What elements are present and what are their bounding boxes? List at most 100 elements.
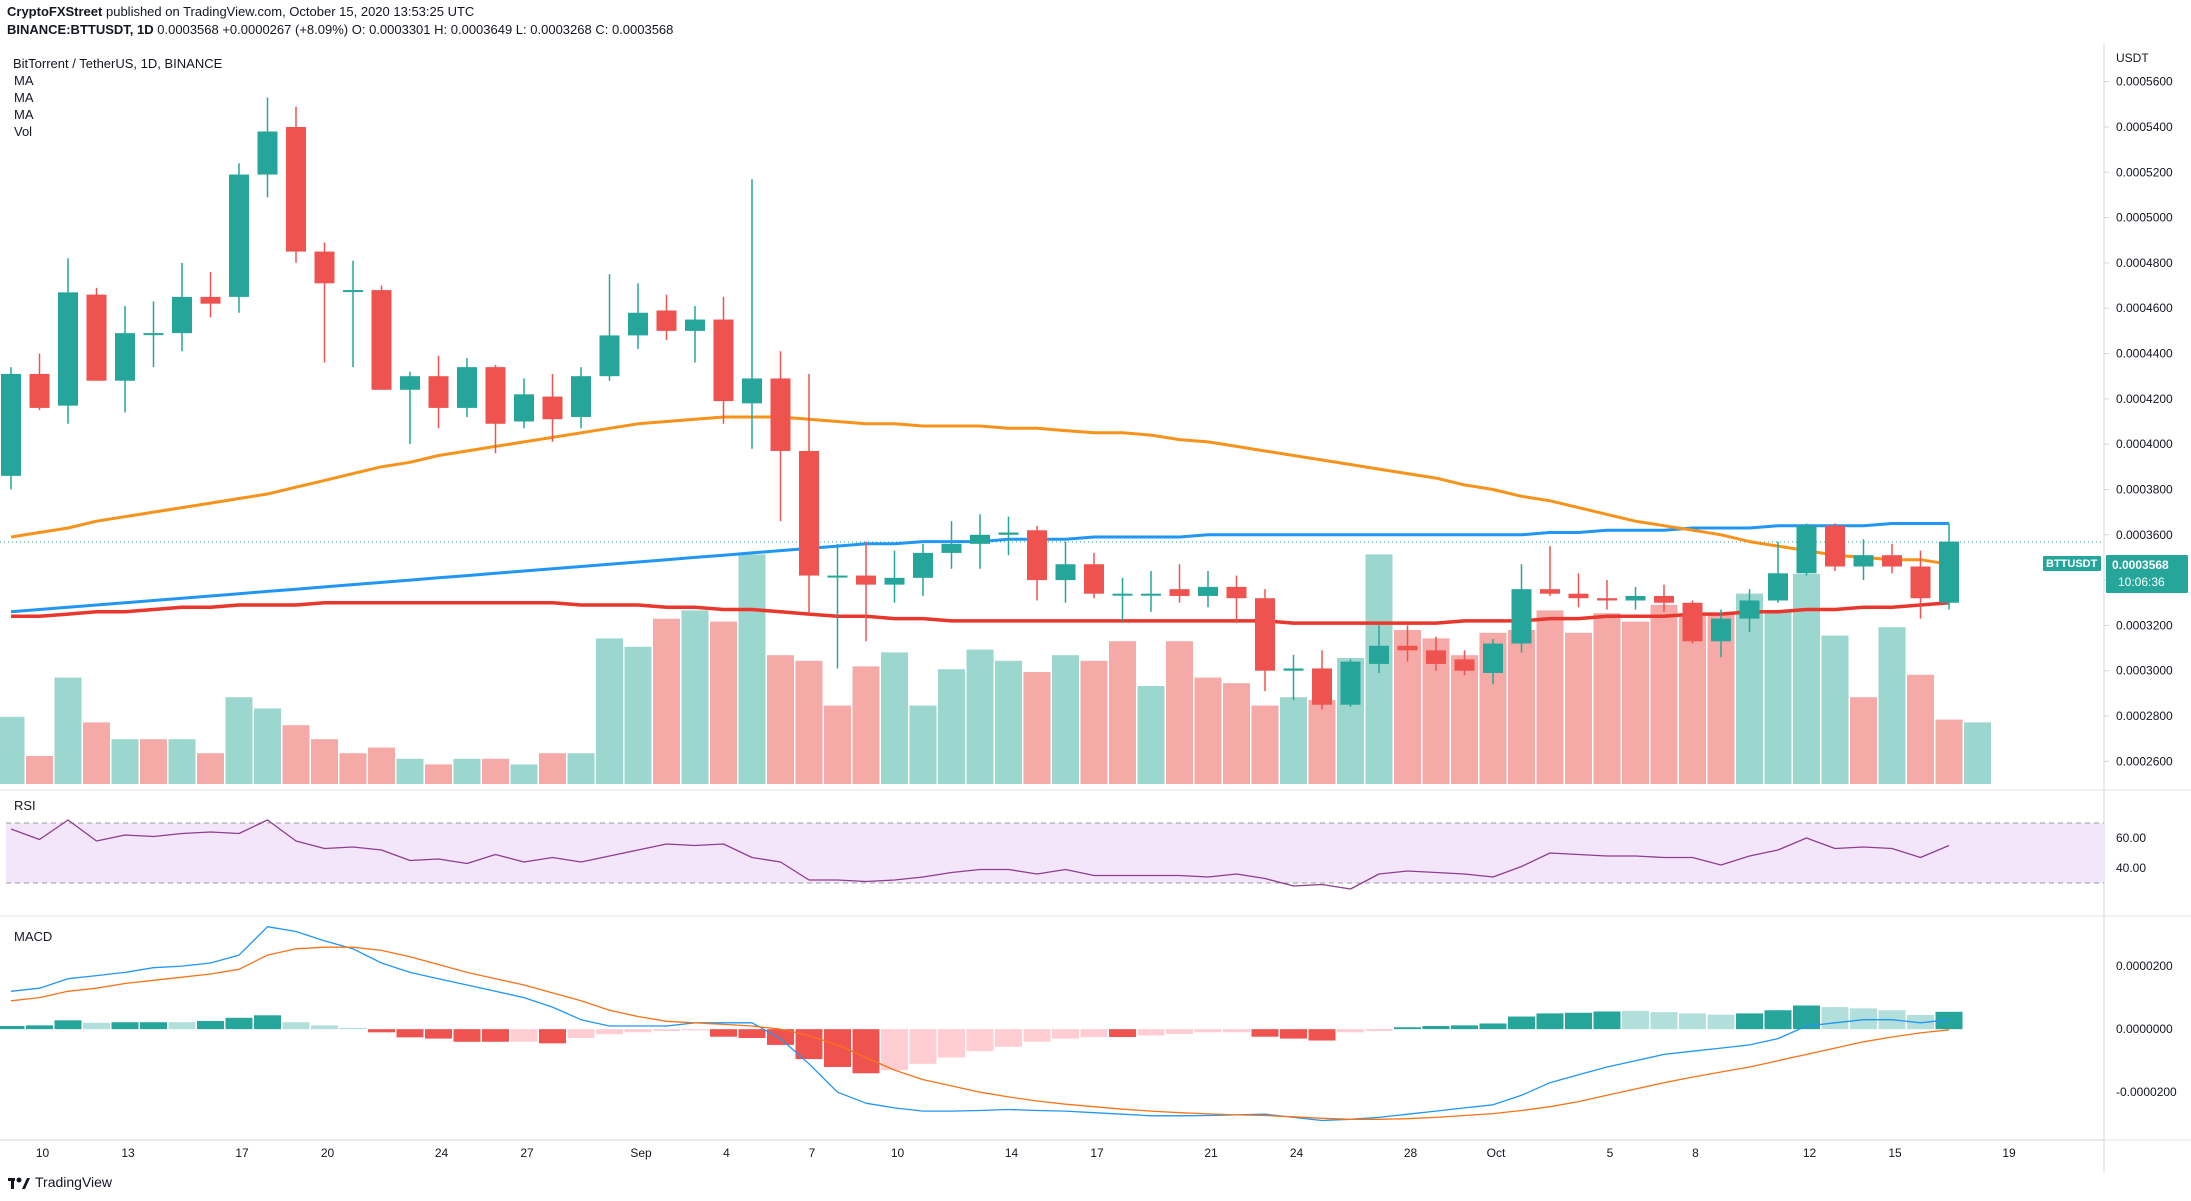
rsi-pane: RSI 60.00 40.00 — [6, 798, 2146, 884]
candle-body — [770, 378, 791, 451]
candle — [599, 274, 620, 381]
macd-hist-bar — [1337, 1029, 1364, 1033]
symbol-info: BINANCE:BTTUSDT, 1D 0.0003568 +0.0000267… — [7, 22, 673, 37]
volume-bar — [1821, 635, 1849, 784]
candle-body — [200, 296, 221, 304]
candle — [371, 285, 392, 390]
volume-bar — [1935, 719, 1963, 784]
legend-item: Vol — [14, 124, 32, 139]
candle-body — [229, 174, 249, 297]
time-tick-label: 24 — [435, 1146, 449, 1160]
candle — [656, 294, 677, 340]
candle-body — [1654, 595, 1674, 603]
symbol-interval: BINANCE:BTTUSDT, 1D — [7, 22, 154, 37]
price-tick-label: 0.0004200 — [2116, 392, 2173, 406]
volume-bar — [1109, 641, 1136, 784]
candle — [542, 373, 563, 442]
candle — [1711, 609, 1731, 658]
chart-canvas[interactable]: 0.0002600 0.0002800 0.0003000 0.0003200 0.00… — [0, 44, 2191, 1172]
macd-hist-bar — [824, 1029, 851, 1067]
price-tick-label: 0.0003600 — [2116, 528, 2173, 542]
macd-hist-bar — [1394, 1027, 1421, 1030]
candle-body — [1055, 564, 1076, 581]
time-tick-label: 15 — [1888, 1146, 1902, 1160]
time-tick-label: 8 — [1692, 1146, 1699, 1160]
candle-body — [970, 534, 990, 544]
macd-hist-bar — [140, 1022, 167, 1030]
candle — [1483, 639, 1503, 685]
volume-bar — [0, 716, 25, 784]
candle — [1796, 523, 1817, 576]
candle-body — [827, 575, 848, 578]
last-price-tag-value: 0.0003568 — [2112, 558, 2169, 572]
candle-body — [1796, 525, 1817, 574]
macd-hist-bar — [1479, 1023, 1507, 1030]
candle — [1, 367, 21, 490]
candle-body — [1397, 645, 1418, 651]
candle — [571, 367, 591, 429]
volume-bar — [1764, 610, 1792, 784]
candle-body — [1540, 589, 1560, 594]
volume-bar — [453, 758, 481, 784]
candle-body — [314, 251, 335, 284]
legend-item: MA — [14, 73, 34, 88]
volume-bar — [510, 764, 538, 784]
last-price: 0.0003568 — [157, 22, 219, 37]
candle-body — [1340, 661, 1361, 705]
candle — [286, 106, 306, 263]
time-tick-label: 21 — [1204, 1146, 1218, 1160]
macd-hist-bar — [938, 1029, 965, 1058]
volume-bar — [1166, 641, 1193, 784]
candle-body — [713, 319, 734, 402]
macd-hist-bar — [1679, 1013, 1706, 1030]
price-tick-label: 0.0002600 — [2116, 754, 2173, 768]
candle — [1597, 580, 1617, 610]
macd-hist-bar — [852, 1029, 880, 1074]
candle — [229, 163, 249, 313]
macd-hist-bar — [966, 1029, 994, 1052]
candle-body — [1568, 593, 1589, 599]
rsi-band — [6, 823, 2104, 883]
price-axis-labels: 0.0002600 0.0002800 0.0003000 0.0003200 0.00… — [2104, 51, 2173, 768]
volume-bar — [624, 646, 652, 784]
candle-body — [1711, 618, 1731, 642]
candle-body — [571, 376, 591, 417]
macd-title: MACD — [14, 929, 52, 944]
volume-bar — [881, 652, 908, 784]
tradingview-branding[interactable]: TradingView — [8, 1174, 112, 1190]
candle-body — [1141, 593, 1161, 596]
candle — [827, 543, 848, 669]
ohlc-values: O: 0.0003301 H: 0.0003649 L: 0.0003268 C… — [351, 22, 674, 37]
candle-body — [742, 378, 762, 404]
macd-hist-bar — [710, 1029, 737, 1037]
candle-body — [1198, 586, 1218, 596]
macd-tick-label: -0.0000200 — [2116, 1085, 2177, 1099]
candle-body — [1939, 541, 1959, 603]
candle — [1055, 541, 1076, 603]
volume-bar — [738, 554, 766, 784]
macd-hist-bar — [596, 1029, 623, 1035]
volume-bar — [1964, 722, 1991, 784]
macd-hist-bar — [1622, 1010, 1649, 1030]
volume-bar — [311, 739, 338, 784]
volume-bar — [596, 638, 623, 784]
chart-title: BitTorrent / TetherUS, 1D, BINANCE — [13, 56, 223, 71]
candle-body — [1483, 643, 1503, 673]
time-tick-label: 10 — [36, 1146, 50, 1160]
time-tick-label: 19 — [2002, 1146, 2016, 1160]
volume-bar — [197, 753, 224, 784]
time-tick-label: 28 — [1404, 1146, 1418, 1160]
macd-hist-bar — [396, 1029, 424, 1038]
volume-bar — [767, 655, 794, 784]
price-tick-label: 0.0004000 — [2116, 437, 2173, 451]
publisher-name[interactable]: CryptoFXStreet — [7, 4, 103, 19]
volume-bar — [111, 739, 139, 784]
volume-bar — [1793, 574, 1820, 784]
macd-hist-bar — [1080, 1029, 1108, 1038]
candle — [86, 287, 107, 381]
candle-body — [1426, 650, 1446, 664]
legend-item: MA — [14, 90, 34, 105]
macd-hist-bar — [995, 1029, 1022, 1047]
volume-bar — [1508, 630, 1535, 784]
macd-hist-bar — [1052, 1029, 1079, 1039]
